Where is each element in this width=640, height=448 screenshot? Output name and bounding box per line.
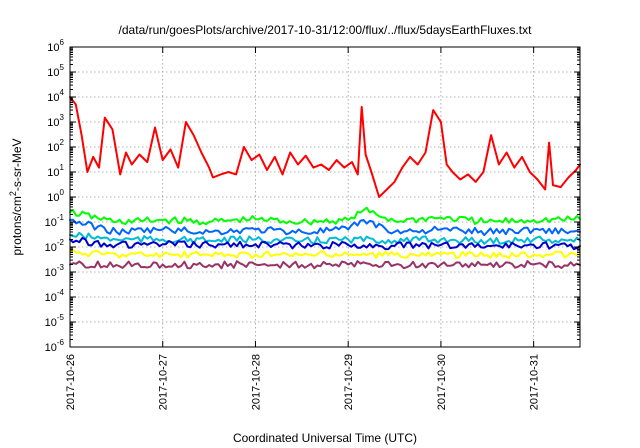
y-tick-base: 10 [47,92,59,104]
y-tick-exponent: -6 [57,338,65,347]
y-tick-label: 10-2 [45,238,65,254]
flux-series-line [69,96,581,198]
y-tick-exponent: -5 [57,313,65,322]
y-tick-exponent: 3 [60,113,65,122]
y-tick-base: 10 [47,167,59,179]
y-tick-base: 10 [45,242,57,254]
flux-series-line [69,248,581,260]
y-axis-label-suffix: -s-sr-MeV [10,138,24,191]
y-tick-exponent: -4 [57,288,65,297]
flux-series-line [69,206,581,226]
y-tick-label: 106 [47,38,64,54]
x-tick-label: 2017-10-30 [436,354,448,410]
y-tick-base: 10 [45,317,57,329]
flux-series-line [69,236,581,251]
y-tick-label: 10-1 [45,213,65,229]
y-tick-exponent: -1 [57,213,65,222]
y-tick-base: 10 [45,217,57,229]
y-tick-exponent: 6 [60,38,65,47]
series-layer [69,96,581,270]
y-tick-base: 10 [47,117,59,129]
tick-layer: 10610510410310210110010-110-210-310-410-… [45,38,580,410]
y-axis-label-superscript: 2 [8,191,18,196]
y-tick-label: 10-5 [45,313,65,329]
x-tick-label: 2017-10-28 [250,354,262,410]
y-tick-exponent: 4 [60,88,65,97]
y-tick-label: 10-6 [45,338,65,354]
y-axis-label: protons/cm2-s-sr-MeV [8,138,24,255]
x-tick-label: 2017-10-29 [343,354,355,410]
grid-layer [70,47,580,347]
flux-series-line [69,260,581,270]
y-tick-base: 10 [45,342,57,354]
y-tick-label: 100 [47,188,64,204]
y-tick-exponent: -3 [57,263,65,272]
y-tick-label: 10-4 [45,288,65,304]
y-tick-exponent: -2 [57,238,65,247]
y-tick-base: 10 [45,267,57,279]
y-tick-label: 105 [47,63,64,79]
y-tick-exponent: 0 [60,188,65,197]
x-tick-label: 2017-10-26 [65,354,77,410]
flux-series-line [69,218,581,237]
y-tick-base: 10 [47,67,59,79]
y-axis-label-prefix: protons/cm [10,196,24,255]
y-tick-base: 10 [47,192,59,204]
x-tick-label: 2017-10-27 [158,354,170,410]
x-tick-label: 2017-10-31 [529,354,541,410]
y-tick-base: 10 [47,42,59,54]
flux-series-line [69,231,581,245]
y-tick-exponent: 5 [60,63,65,72]
chart-title: /data/run/goesPlots/archive/2017-10-31/1… [119,23,533,37]
x-axis-label: Coordinated Universal Time (UTC) [233,431,417,445]
y-tick-label: 102 [47,138,64,154]
y-tick-label: 103 [47,113,64,129]
y-tick-label: 104 [47,88,64,104]
y-tick-label: 101 [47,163,64,179]
y-tick-base: 10 [47,142,59,154]
y-tick-exponent: 2 [60,138,65,147]
y-tick-label: 10-3 [45,263,65,279]
y-tick-exponent: 1 [60,163,65,172]
y-tick-base: 10 [45,292,57,304]
